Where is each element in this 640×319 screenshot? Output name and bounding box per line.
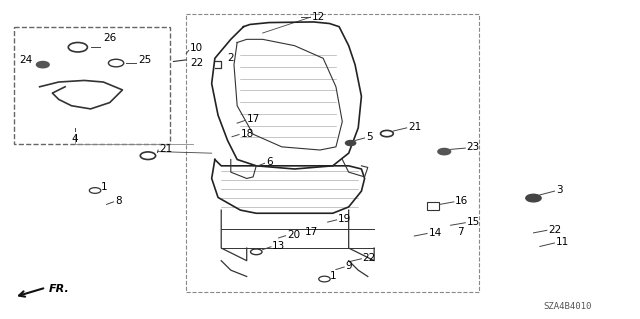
Text: 16: 16 — [455, 196, 468, 206]
Text: 22: 22 — [190, 58, 204, 68]
Text: 12: 12 — [312, 11, 325, 22]
Text: 2: 2 — [228, 53, 234, 63]
Text: 19: 19 — [338, 214, 351, 224]
Text: 13: 13 — [272, 241, 285, 250]
Circle shape — [36, 62, 49, 68]
Text: 22: 22 — [548, 225, 561, 235]
Text: 15: 15 — [467, 217, 480, 227]
Text: 21: 21 — [159, 145, 173, 154]
Circle shape — [438, 148, 451, 155]
Bar — [14, 27, 170, 144]
Text: 24: 24 — [19, 55, 33, 65]
Text: 1: 1 — [100, 182, 108, 192]
Text: SZA4B4010: SZA4B4010 — [543, 302, 591, 311]
Text: 8: 8 — [115, 196, 122, 206]
Text: 20: 20 — [287, 230, 300, 240]
Text: 21: 21 — [408, 122, 421, 132]
Text: 7: 7 — [457, 226, 463, 237]
Text: 1: 1 — [330, 271, 337, 281]
Circle shape — [346, 141, 356, 145]
Text: 23: 23 — [467, 143, 480, 152]
Bar — [427, 202, 438, 210]
Text: 6: 6 — [266, 157, 273, 167]
Text: 3: 3 — [556, 185, 563, 196]
Text: FR.: FR. — [49, 284, 70, 293]
Text: 22: 22 — [363, 253, 376, 263]
Text: 5: 5 — [366, 132, 372, 142]
Text: 26: 26 — [103, 33, 116, 43]
Text: 18: 18 — [241, 129, 253, 138]
Circle shape — [526, 194, 541, 202]
Text: 25: 25 — [138, 55, 152, 65]
Text: 17: 17 — [246, 114, 260, 124]
Bar — [186, 14, 479, 292]
Text: 10: 10 — [190, 43, 203, 53]
Text: 14: 14 — [428, 228, 442, 238]
Text: 11: 11 — [556, 237, 569, 247]
Text: 4: 4 — [71, 134, 78, 144]
Text: 17: 17 — [305, 226, 318, 237]
Text: 9: 9 — [346, 261, 352, 271]
